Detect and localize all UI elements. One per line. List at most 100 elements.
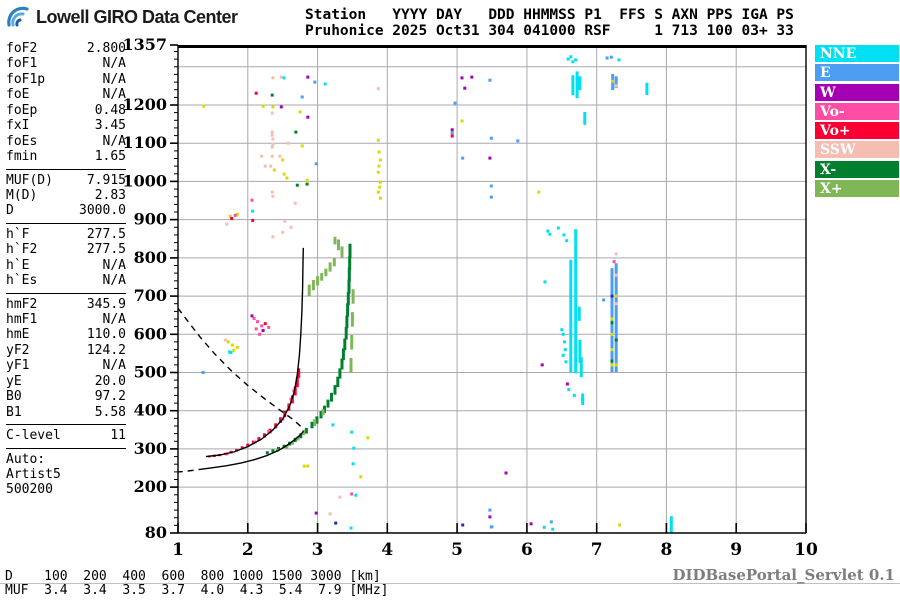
svg-text:700: 700 bbox=[134, 286, 167, 305]
param-value: 11 bbox=[110, 428, 126, 444]
autoscaling-info-line: 500200 bbox=[6, 482, 53, 498]
legend-item-x: X+ bbox=[815, 180, 899, 198]
param-value: 7.915 bbox=[86, 172, 126, 188]
param-value: 277.5 bbox=[86, 226, 126, 242]
param-value: N/A bbox=[102, 87, 126, 103]
parameter-panel: foF2 2.800 foF1 N/A foF1p N/A foE N/A foEp 0.48 fx… bbox=[6, 41, 126, 498]
svg-text:500: 500 bbox=[134, 363, 167, 382]
param-label: hmF2 bbox=[6, 296, 38, 312]
param-label: yF2 bbox=[6, 342, 30, 358]
param-row-ye: yE 20.0 bbox=[6, 374, 126, 389]
param-value: 110.0 bbox=[86, 327, 126, 343]
echo-direction-legend: NNE E W Vo- Vo+ SSW X- X+ bbox=[815, 45, 899, 199]
param-label: fmin bbox=[6, 149, 38, 165]
svg-text:1: 1 bbox=[172, 540, 184, 560]
logo-title: Lowell GIRO Data Center bbox=[36, 6, 238, 27]
param-value: 2.800 bbox=[86, 41, 126, 56]
param-label: h`F bbox=[6, 226, 30, 242]
giro-logo: Lowell GIRO Data Center bbox=[6, 4, 238, 30]
param-row-fxi: fxI 3.45 bbox=[6, 118, 126, 133]
param-value: 1.65 bbox=[94, 149, 126, 165]
svg-text:2: 2 bbox=[242, 540, 254, 560]
param-value: 124.2 bbox=[86, 342, 126, 358]
param-row-hf: h`F 277.5 bbox=[6, 227, 126, 242]
param-value: 97.2 bbox=[94, 389, 126, 405]
param-label: B1 bbox=[6, 404, 22, 420]
param-value: 345.9 bbox=[86, 296, 126, 312]
param-value: N/A bbox=[102, 56, 126, 72]
legend-item-nne: NNE bbox=[815, 45, 899, 62]
param-value: 3.45 bbox=[94, 118, 126, 134]
param-row-foes: foEs N/A bbox=[6, 134, 126, 149]
svg-text:4: 4 bbox=[381, 540, 393, 560]
param-value: N/A bbox=[102, 358, 126, 374]
param-row-clevel: C-level 11 bbox=[6, 428, 126, 443]
svg-text:9: 9 bbox=[730, 540, 742, 560]
param-label: yE bbox=[6, 373, 22, 389]
param-row-fof1: foF1 N/A bbox=[6, 56, 126, 71]
distance-row: D 100 200 400 600 800 1000 1500 3000 [km… bbox=[5, 569, 381, 584]
param-row-yf1: yF1 N/A bbox=[6, 358, 126, 373]
svg-text:1100: 1100 bbox=[122, 133, 167, 152]
svg-text:200: 200 bbox=[134, 477, 167, 496]
param-value: N/A bbox=[102, 257, 126, 273]
param-row-hme: hmE 110.0 bbox=[6, 327, 126, 342]
param-row-foep: foEp 0.48 bbox=[6, 103, 126, 118]
param-row-hmf2: hmF2 345.9 bbox=[6, 297, 126, 312]
svg-text:400: 400 bbox=[134, 401, 167, 420]
param-label: B0 bbox=[6, 389, 22, 405]
param-row-hf2: h`F2 277.5 bbox=[6, 242, 126, 257]
svg-text:7: 7 bbox=[591, 540, 603, 560]
svg-text:600: 600 bbox=[134, 324, 167, 343]
svg-text:800: 800 bbox=[134, 248, 167, 267]
param-value: 20.0 bbox=[94, 373, 126, 389]
legend-item-ssw: SSW bbox=[815, 141, 899, 159]
station-header-line1: Station YYYY DAY DDD HHMMSS P1 FFS S AXN… bbox=[305, 7, 794, 23]
param-row-hmf1: hmF1 N/A bbox=[6, 312, 126, 327]
param-row-yf2: yF2 124.2 bbox=[6, 343, 126, 358]
legend-item-vo: Vo- bbox=[815, 102, 899, 120]
param-row-hes: h`Es N/A bbox=[6, 273, 126, 288]
muf-row: MUF 3.4 3.4 3.5 3.7 4.0 4.3 5.4 7.9 [MHz… bbox=[5, 583, 389, 598]
param-label: foE bbox=[6, 87, 30, 103]
param-divider bbox=[6, 447, 126, 449]
svg-text:1200: 1200 bbox=[122, 95, 167, 114]
footer-divider bbox=[0, 583, 900, 584]
svg-text:3: 3 bbox=[312, 540, 324, 560]
svg-text:6: 6 bbox=[521, 540, 533, 560]
param-row-foe: foE N/A bbox=[6, 87, 126, 102]
station-header: Station YYYY DAY DDD HHMMSS P1 FFS S AXN… bbox=[305, 7, 794, 39]
svg-text:8: 8 bbox=[660, 540, 672, 560]
param-label: hmE bbox=[6, 327, 30, 343]
param-divider bbox=[6, 424, 126, 426]
svg-text:5: 5 bbox=[451, 540, 463, 560]
svg-text:300: 300 bbox=[134, 439, 167, 458]
param-label: yF1 bbox=[6, 358, 30, 374]
legend-item-e: E bbox=[815, 64, 899, 82]
param-row-mufd: MUF(D) 7.915 bbox=[6, 173, 126, 188]
param-row-md: M(D) 2.83 bbox=[6, 188, 126, 203]
param-value: N/A bbox=[102, 273, 126, 289]
param-label: MUF(D) bbox=[6, 172, 53, 188]
param-row-he: h`E N/A bbox=[6, 258, 126, 273]
legend-item-w: W bbox=[815, 83, 899, 101]
param-value: N/A bbox=[102, 312, 126, 327]
param-value: 5.58 bbox=[94, 404, 126, 420]
param-label: foF1 bbox=[6, 56, 38, 72]
param-value: 0.48 bbox=[94, 102, 126, 118]
param-row-fmin: fmin 1.65 bbox=[6, 149, 126, 164]
svg-text:10: 10 bbox=[794, 540, 818, 560]
param-divider bbox=[6, 292, 126, 294]
autoscaling-info-line: Auto: bbox=[6, 451, 46, 467]
param-label: h`F2 bbox=[6, 242, 38, 258]
param-row-b1: B1 5.58 bbox=[6, 405, 126, 420]
param-label: h`Es bbox=[6, 273, 38, 289]
legend-item-vo: Vo+ bbox=[815, 122, 899, 140]
param-label: M(D) bbox=[6, 187, 38, 203]
param-value: N/A bbox=[102, 71, 126, 87]
param-label: hmF1 bbox=[6, 312, 38, 327]
param-value: 2.83 bbox=[94, 187, 126, 203]
param-label: h`E bbox=[6, 257, 30, 273]
